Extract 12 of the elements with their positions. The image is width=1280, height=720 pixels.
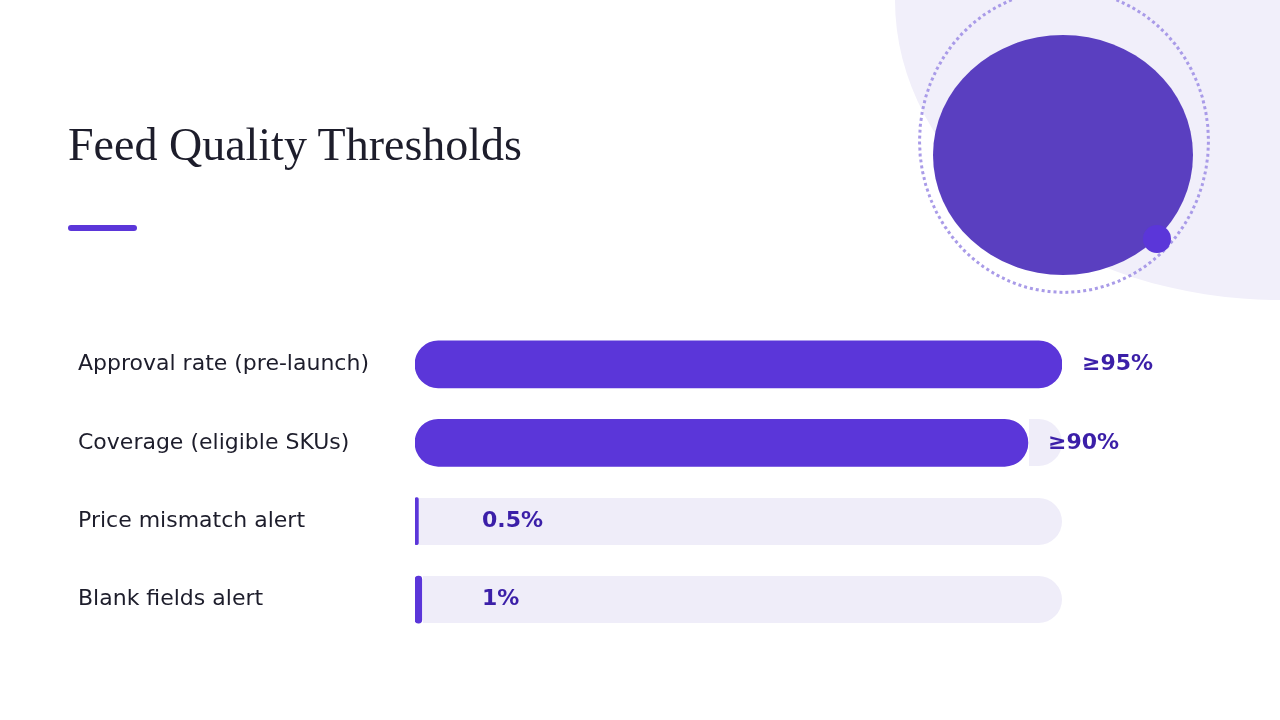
data-label: ≥90% xyxy=(1047,428,1120,454)
data-label: 1% xyxy=(482,585,520,611)
y-tick-label: Blank fields alert xyxy=(78,585,264,611)
data-label: 0.5% xyxy=(482,506,544,532)
bar xyxy=(415,575,423,624)
data-label: ≥95% xyxy=(1082,350,1154,376)
y-tick-label: Approval rate (pre-launch) xyxy=(78,350,369,376)
chart-title: Feed Quality Thresholds xyxy=(68,118,522,171)
y-tick-label: Coverage (eligible SKUs) xyxy=(78,428,350,454)
bar xyxy=(415,340,1062,389)
bar xyxy=(415,497,419,546)
y-tick-label: Price mismatch alert xyxy=(78,506,306,532)
